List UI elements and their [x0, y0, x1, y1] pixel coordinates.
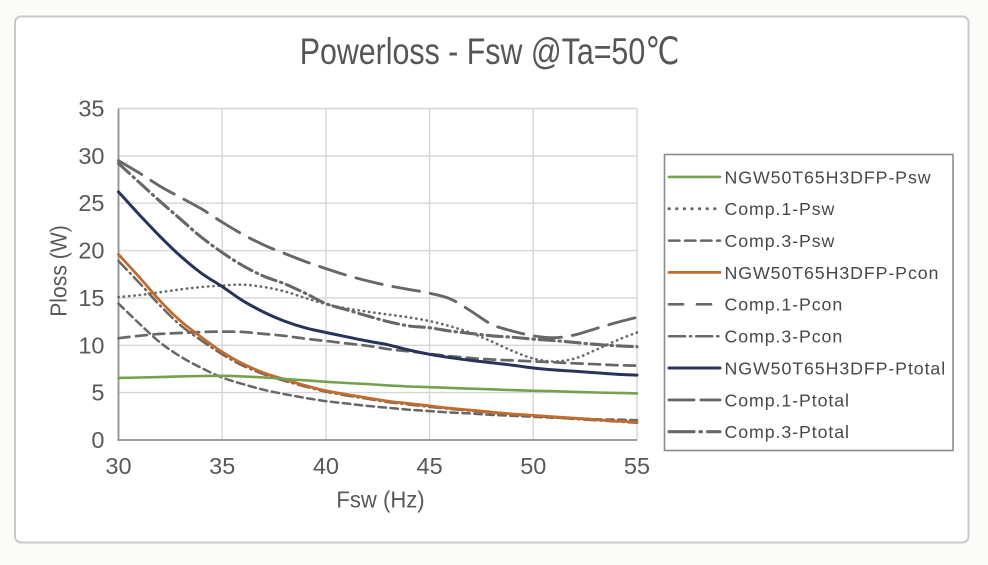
svg-text:NGW50T65H3DFP-Ptotal: NGW50T65H3DFP-Ptotal — [725, 358, 947, 378]
svg-text:15: 15 — [78, 285, 104, 311]
svg-text:0: 0 — [91, 427, 104, 453]
svg-text:Comp.1-Ptotal: Comp.1-Ptotal — [725, 390, 850, 410]
svg-text:55: 55 — [624, 453, 650, 479]
svg-text:5: 5 — [91, 380, 104, 406]
svg-text:45: 45 — [417, 453, 443, 479]
svg-text:35: 35 — [209, 453, 235, 479]
svg-text:Comp.1-Psw: Comp.1-Psw — [725, 199, 836, 219]
svg-text:Fsw (Hz): Fsw (Hz) — [336, 486, 424, 513]
svg-text:Ploss (W): Ploss (W) — [45, 225, 71, 317]
svg-text:NGW50T65H3DFP-Pcon: NGW50T65H3DFP-Pcon — [725, 263, 940, 283]
svg-text:30: 30 — [105, 453, 131, 479]
svg-text:Powerloss - Fsw @Ta=50℃: Powerloss - Fsw @Ta=50℃ — [300, 31, 680, 73]
svg-text:25: 25 — [78, 190, 104, 216]
svg-text:50: 50 — [520, 453, 546, 479]
svg-text:20: 20 — [78, 238, 104, 264]
svg-text:Comp.1-Pcon: Comp.1-Pcon — [725, 295, 844, 315]
svg-text:30: 30 — [78, 143, 104, 169]
svg-text:35: 35 — [78, 96, 104, 122]
svg-text:Comp.3-Psw: Comp.3-Psw — [725, 231, 836, 251]
svg-text:NGW50T65H3DFP-Psw: NGW50T65H3DFP-Psw — [725, 167, 932, 187]
svg-text:Comp.3-Ptotal: Comp.3-Ptotal — [725, 422, 850, 442]
svg-text:40: 40 — [313, 453, 339, 479]
svg-text:Comp.3-Pcon: Comp.3-Pcon — [725, 327, 844, 347]
svg-text:10: 10 — [78, 332, 104, 358]
